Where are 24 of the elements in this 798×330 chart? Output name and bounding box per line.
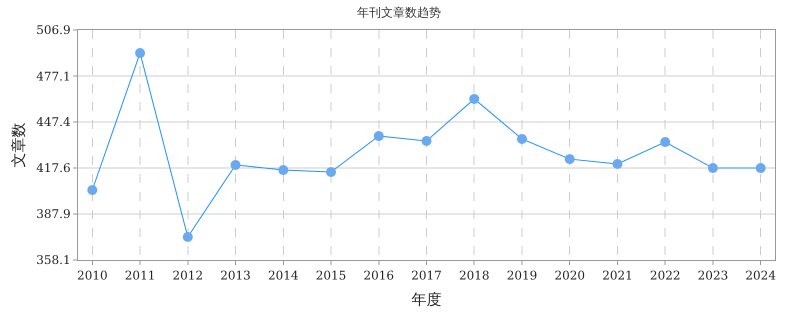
x-tick-label: 2014 <box>268 268 299 282</box>
x-tick-label: 2024 <box>745 268 776 282</box>
y-tick-label: 387.9 <box>36 207 71 222</box>
x-tick-label: 2010 <box>77 268 108 282</box>
x-tick-label: 2018 <box>458 268 490 282</box>
y-tick-label: 417.6 <box>36 161 71 176</box>
x-tick-label: 2020 <box>554 268 585 282</box>
y-tick-label: 506.9 <box>36 23 71 38</box>
x-tick-label: 2022 <box>650 268 680 282</box>
x-tick-label: 2019 <box>506 268 538 282</box>
x-tick-label: 2011 <box>124 268 156 282</box>
y-tick-label: 447.4 <box>36 115 71 130</box>
x-tick-label: 2016 <box>363 268 394 282</box>
x-tick-label: 2012 <box>172 268 204 282</box>
y-axis-title: 文章数 <box>9 122 28 168</box>
y-tick-label: 477.1 <box>36 69 71 84</box>
x-tick-label: 2013 <box>220 268 251 282</box>
chart-title: 年刊文章数趋势 <box>357 6 441 20</box>
x-tick-label: 2015 <box>316 268 346 282</box>
y-tick-label: 358.1 <box>36 253 71 268</box>
x-axis-title: 年度 <box>412 290 442 308</box>
x-tick-label: 2021 <box>602 268 633 282</box>
x-tick-label: 2017 <box>411 268 442 282</box>
x-tick-label: 2023 <box>698 268 728 282</box>
